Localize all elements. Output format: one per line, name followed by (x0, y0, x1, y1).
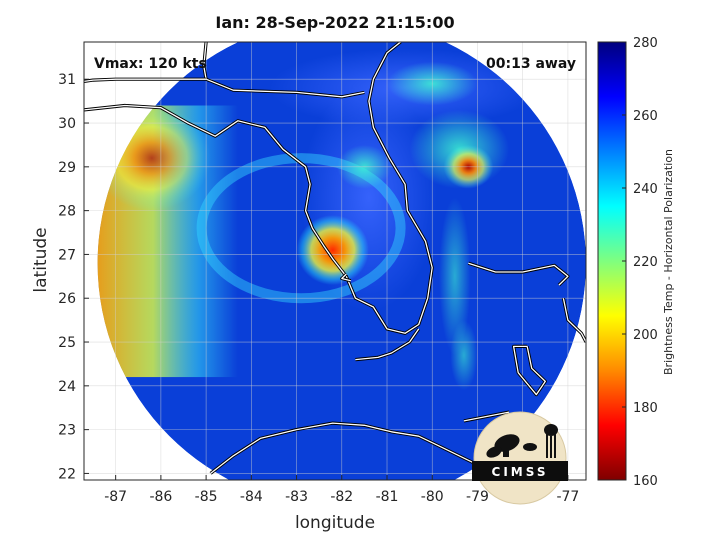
y-axis-ticks: 22 23 24 25 26 27 28 29 30 31 (58, 72, 89, 482)
state-border-west (84, 78, 207, 83)
colorbar-tick-label: 200 (633, 328, 658, 343)
logo-text: CIMSS (492, 465, 549, 479)
colorbar-label: Brightness Temp - Horizontal Polarizatio… (662, 149, 675, 375)
x-tick-label: -83 (285, 489, 308, 505)
colorbar-tick-label: 160 (633, 474, 658, 489)
x-tick-label: -87 (104, 489, 127, 505)
y-axis-label: latitude (31, 227, 51, 292)
y-tick-label: 30 (58, 116, 76, 132)
y-tick-label: 27 (58, 247, 76, 263)
state-border (203, 42, 365, 98)
sanibel (341, 273, 351, 282)
cimss-logo: CIMSS (472, 411, 568, 505)
logo-bar (472, 461, 568, 481)
water-tower-icon (544, 424, 558, 458)
plot-area: -87-86-85-84-83-82-81-80-79-78-77 222324… (58, 41, 587, 505)
y-tick-label: 22 (58, 466, 76, 482)
colorbar-scale (597, 41, 627, 481)
rain-band-cell (450, 320, 478, 391)
colorbar-ticks: 160 180 200 220 240 260 280 (622, 36, 658, 489)
colorbar-tick-label: 220 (633, 255, 658, 270)
florida-coastline (84, 42, 433, 334)
colorbar-tick-label: 280 (633, 36, 658, 51)
hurricane-eyewall (296, 215, 369, 286)
grand-bahama (468, 262, 569, 286)
andros-island (512, 345, 546, 396)
cuba-coastline (210, 422, 496, 474)
coastlines (84, 42, 586, 475)
y-tick-label: 26 (58, 291, 76, 307)
x-tick-label: -79 (466, 489, 489, 505)
y-tick-label: 29 (58, 160, 76, 176)
x-tick-label: -86 (149, 489, 172, 505)
florida-keys (355, 328, 420, 361)
eleuthera (562, 298, 586, 343)
y-tick-label: 28 (58, 204, 76, 220)
page-title: Ian: 28-Sep-2022 21:15:00 (215, 13, 455, 32)
vmax-annotation: Vmax: 120 kts (94, 56, 207, 72)
x-tick-label: -81 (376, 489, 399, 505)
x-tick-label: -84 (240, 489, 263, 505)
x-tick-label: -77 (556, 489, 579, 505)
time-away-annotation: 00:13 away (486, 56, 576, 72)
x-tick-label: -82 (330, 489, 353, 505)
y-tick-label: 31 (58, 72, 76, 88)
x-tick-label: -80 (421, 489, 444, 505)
grid-lines (84, 42, 586, 480)
colorbar-tick-label: 180 (633, 401, 658, 416)
colorbar-tick-label: 240 (633, 182, 658, 197)
x-tick-label: -85 (195, 489, 218, 505)
cay-sal (463, 411, 510, 422)
colorbar-tick-label: 260 (633, 109, 658, 124)
y-tick-label: 25 (58, 335, 76, 351)
y-tick-label: 24 (58, 379, 76, 395)
x-axis-label: longitude (295, 513, 375, 533)
colorbar: 160 180 200 220 240 260 280 Brightness Temp - … (597, 36, 675, 489)
rain-band-cell (439, 197, 471, 356)
axes-frame (83, 41, 587, 481)
satellite-dish-icon (486, 434, 537, 458)
y-tick-label: 23 (58, 423, 76, 439)
